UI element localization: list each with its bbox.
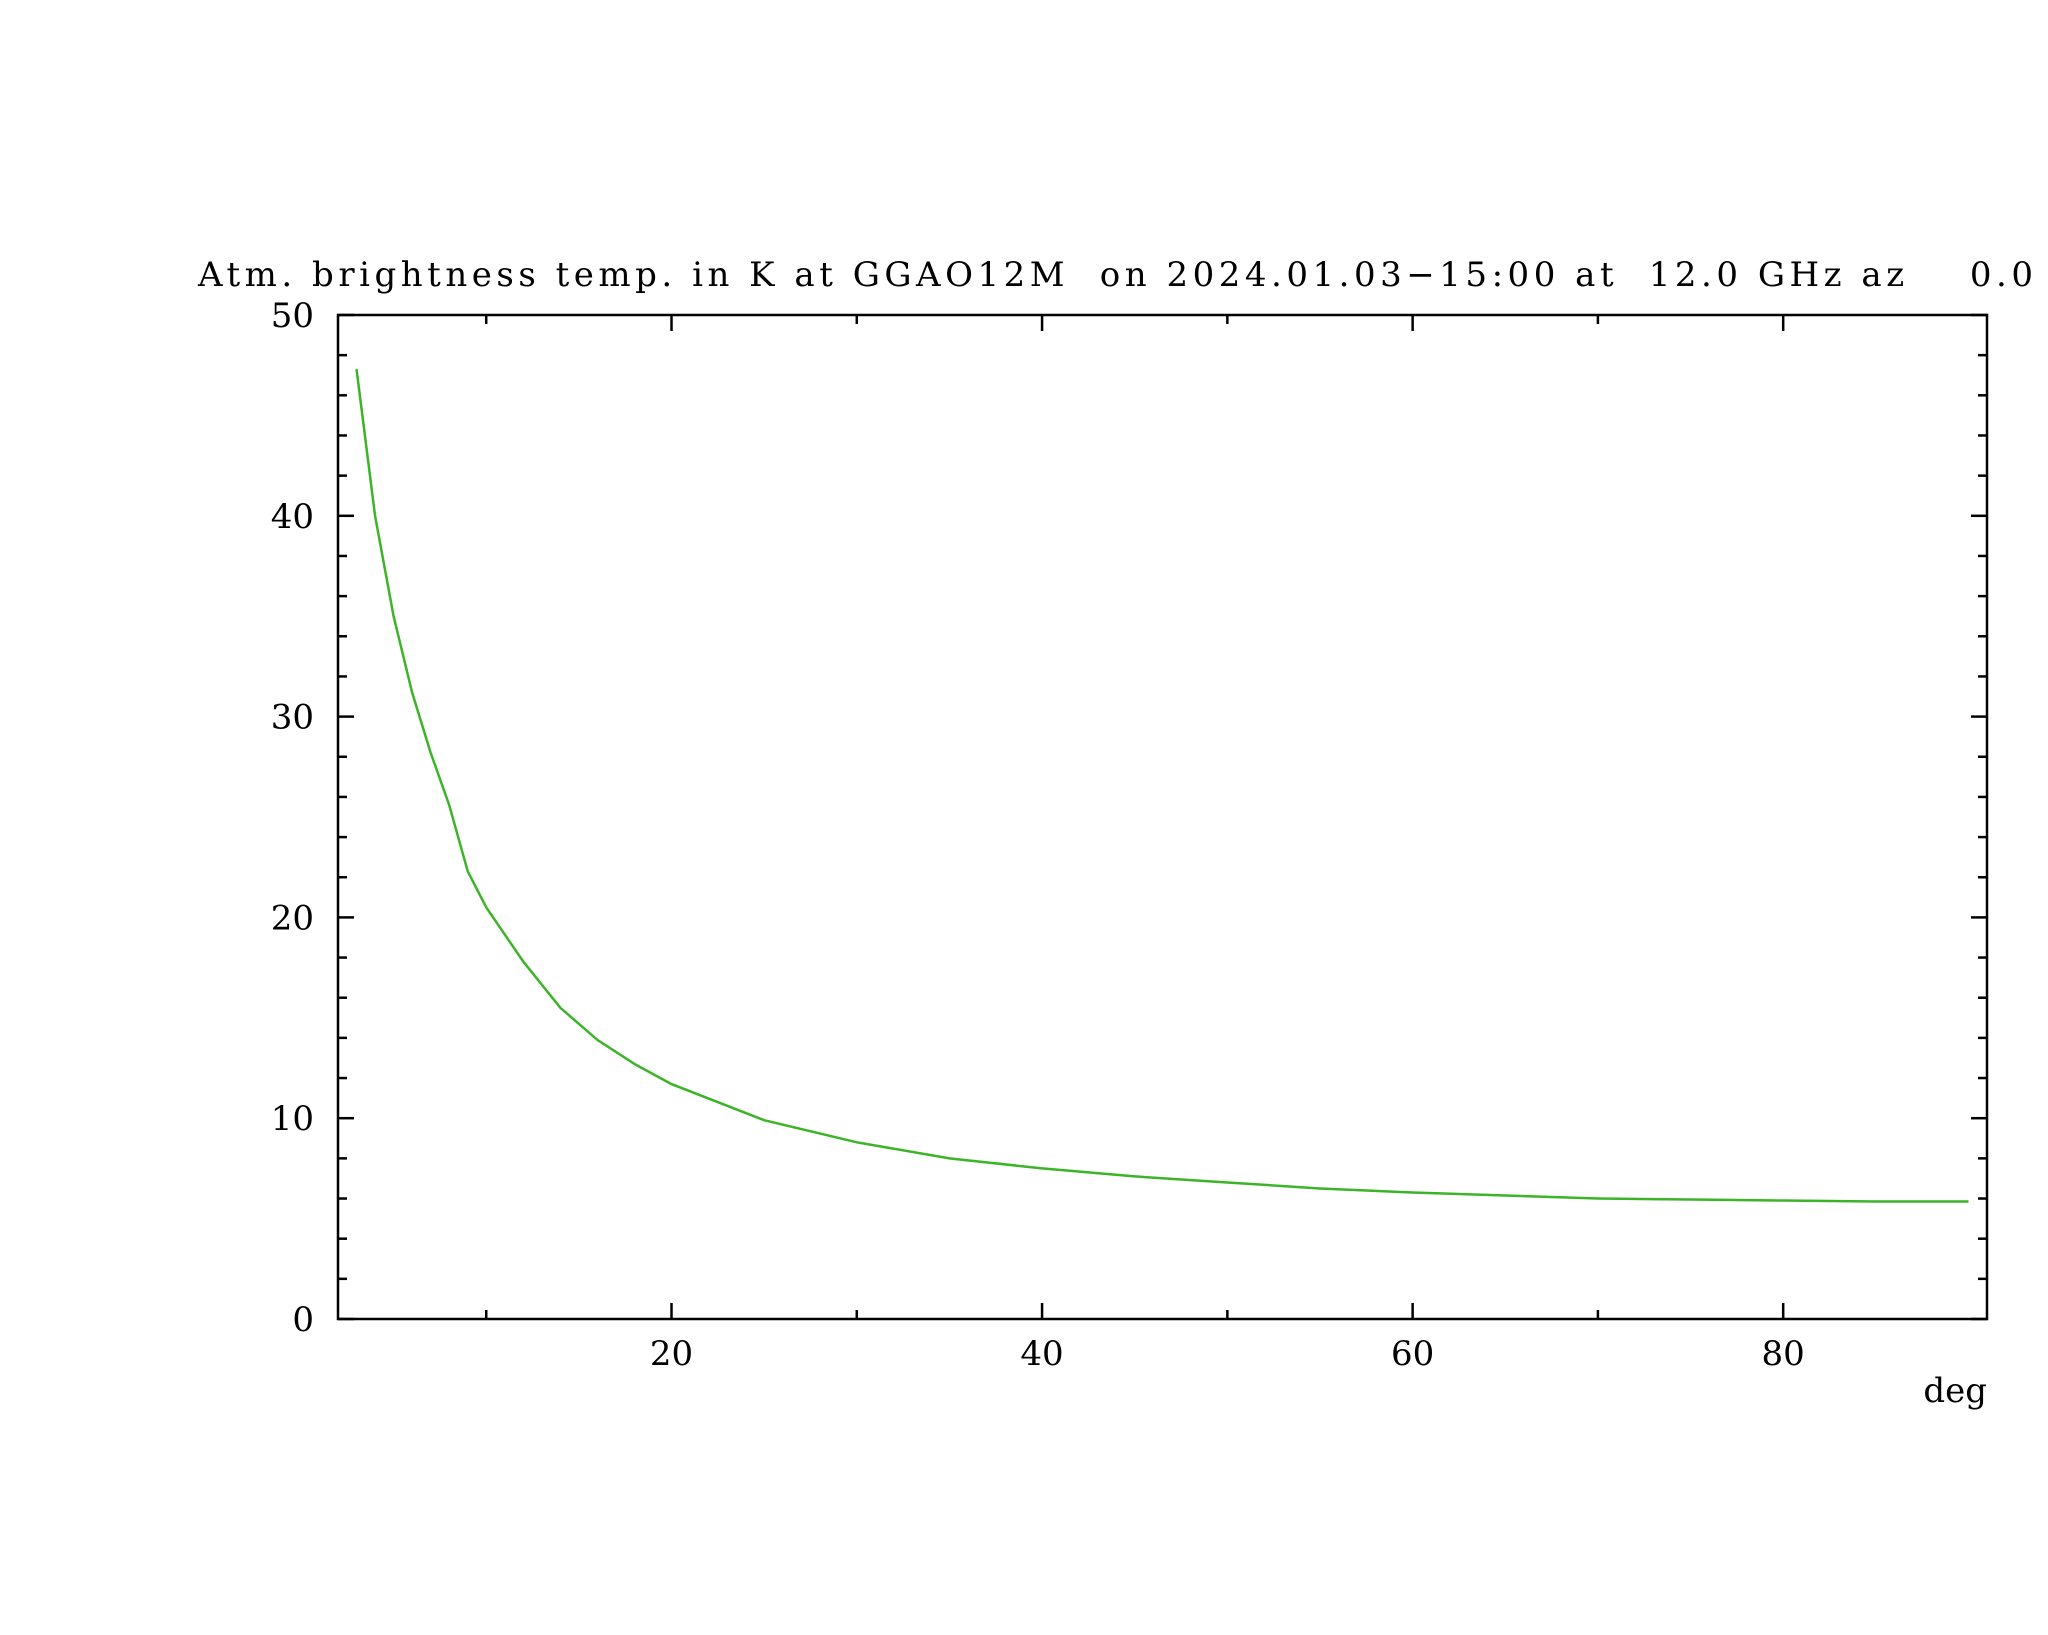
plot-frame <box>336 313 1989 1321</box>
y-tick-label: 30 <box>271 698 314 738</box>
x-tick-label: 20 <box>650 1334 693 1374</box>
x-tick-label: 80 <box>1762 1334 1805 1374</box>
data-line <box>355 369 1969 1203</box>
x-tick-label: 60 <box>1391 1334 1434 1374</box>
x-tick-label: 40 <box>1020 1334 1063 1374</box>
y-tick-label: 10 <box>271 1099 314 1139</box>
x-axis-label: deg <box>1923 1371 1987 1411</box>
y-tick-label: 40 <box>271 497 314 537</box>
y-tick-label: 50 <box>271 296 314 336</box>
chart-title: Atm. brightness temp. in K at GGAO12M on… <box>197 255 2033 295</box>
y-tick-label: 0 <box>292 1300 314 1340</box>
y-tick-label: 20 <box>271 898 314 938</box>
